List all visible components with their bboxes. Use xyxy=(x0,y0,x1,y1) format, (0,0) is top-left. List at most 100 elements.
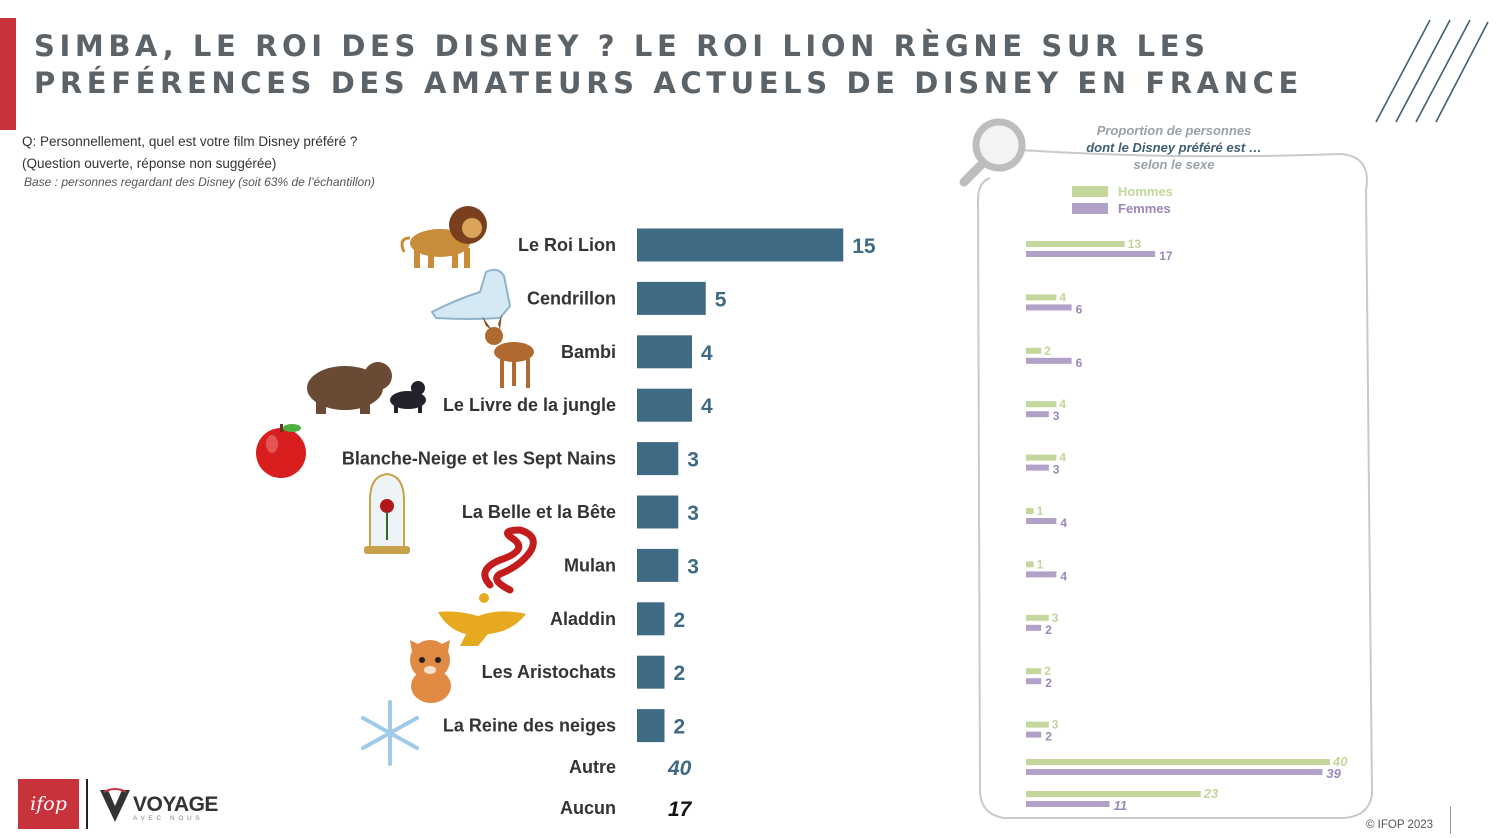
bar-les-aristochats xyxy=(637,655,665,689)
men-value-la-reine-des-neiges: 3 xyxy=(1052,718,1059,732)
women-bar-la-belle-et-la-bete xyxy=(1026,518,1057,524)
bar-aladdin xyxy=(637,602,665,636)
bar-value-la-reine-des-neiges: 2 xyxy=(674,716,686,739)
bar-value-la-belle-et-la-bete: 3 xyxy=(687,502,699,525)
women-value-le-livre-de-la-jungle: 3 xyxy=(1053,409,1060,423)
men-bar-les-aristochats xyxy=(1026,668,1042,675)
voyage-logo-icon xyxy=(100,788,130,822)
bar-value-cendrillon: 5 xyxy=(715,288,727,311)
lion-icon xyxy=(400,206,487,268)
title-line-2: PRÉFÉRENCES DES AMATEURS ACTUELS DE DISN… xyxy=(34,66,1303,100)
men-value-le-livre-de-la-jungle: 4 xyxy=(1059,397,1066,411)
women-bar-aladdin xyxy=(1026,624,1042,631)
bar-blanche-neige-et-les-sept-nains xyxy=(637,442,679,476)
side-header-line-1: Proportion de personnes xyxy=(1096,123,1252,138)
magnifier-icon xyxy=(959,118,1026,187)
men-bar-cendrillon xyxy=(1026,294,1057,301)
bar-la-reine-des-neiges xyxy=(637,709,665,743)
gender-legend: Hommes Femmes xyxy=(1072,183,1173,217)
men-bar-la-belle-et-la-bete xyxy=(1026,508,1034,514)
bar-label-aladdin: Aladdin xyxy=(550,609,616,629)
side-header-line-2: dont le Disney préféré est … xyxy=(1086,140,1262,155)
sample-base: Base : personnes regardant des Disney (s… xyxy=(24,175,375,189)
snowflake-icon xyxy=(361,700,419,766)
copyright-divider xyxy=(1450,806,1451,834)
bar-label-le-livre-de-la-jungle: Le Livre de la jungle xyxy=(443,395,616,415)
bar-label-mulan: Mulan xyxy=(564,555,616,575)
women-bar-bambi xyxy=(1026,357,1072,364)
page-title: SIMBA, LE ROI DES DISNEY ? LE ROI LION R… xyxy=(34,28,1303,102)
women-bar-aucun xyxy=(1026,801,1110,807)
women-bar-blanche-neige-et-les-sept-nains xyxy=(1026,464,1049,471)
women-bar-cendrillon xyxy=(1026,304,1072,311)
bar-value-mulan: 3 xyxy=(687,555,699,578)
women-bar-le-roi-lion xyxy=(1026,251,1156,257)
bar-label-la-reine-des-neiges: La Reine des neiges xyxy=(443,716,616,736)
men-value-aladdin: 3 xyxy=(1052,611,1059,625)
bar-label-le-roi-lion: Le Roi Lion xyxy=(518,235,616,255)
legend-swatch-men xyxy=(1072,186,1108,197)
other-label-aucun: Aucun xyxy=(560,798,616,818)
women-bar-autre xyxy=(1026,769,1323,775)
hatch-decoration-icon xyxy=(1375,19,1489,123)
legend-item-men: Hommes xyxy=(1072,183,1173,200)
legend-label-women: Femmes xyxy=(1118,201,1171,216)
women-value-bambi: 6 xyxy=(1076,356,1083,370)
women-value-le-roi-lion: 17 xyxy=(1159,249,1173,263)
men-value-cendrillon: 4 xyxy=(1059,290,1066,304)
bar-mulan xyxy=(637,548,679,582)
men-bar-aladdin xyxy=(1026,614,1049,621)
bar-label-blanche-neige-et-les-sept-nains: Blanche-Neige et les Sept Nains xyxy=(342,449,616,469)
men-bar-le-roi-lion xyxy=(1026,241,1125,247)
men-value-autre: 40 xyxy=(1332,754,1348,769)
question-block: Q: Personnellement, quel est votre film … xyxy=(22,131,357,175)
other-value-autre: 40 xyxy=(667,757,692,780)
men-bar-le-livre-de-la-jungle xyxy=(1026,401,1057,408)
bar-value-blanche-neige-et-les-sept-nains: 3 xyxy=(687,449,699,472)
women-value-blanche-neige-et-les-sept-nains: 3 xyxy=(1053,463,1060,477)
women-value-autre: 39 xyxy=(1326,766,1341,781)
men-bar-blanche-neige-et-les-sept-nains xyxy=(1026,454,1057,461)
fawn-icon xyxy=(482,314,534,388)
men-bar-mulan xyxy=(1026,561,1034,568)
women-value-la-reine-des-neiges: 2 xyxy=(1045,730,1052,744)
men-value-le-roi-lion: 13 xyxy=(1128,237,1142,251)
bar-label-cendrillon: Cendrillon xyxy=(527,288,616,308)
women-value-les-aristochats: 2 xyxy=(1045,676,1052,690)
legend-swatch-women xyxy=(1072,203,1108,214)
bar-label-les-aristochats: Les Aristochats xyxy=(482,662,616,682)
voyage-logo-text: VOYAGE xyxy=(133,793,218,816)
bar-value-aladdin: 2 xyxy=(674,609,686,632)
question-text: Q: Personnellement, quel est votre film … xyxy=(22,134,358,149)
men-value-la-belle-et-la-bete: 1 xyxy=(1037,504,1044,518)
men-value-blanche-neige-et-les-sept-nains: 4 xyxy=(1059,451,1066,465)
accent-bar xyxy=(0,18,16,130)
bar-label-la-belle-et-la-bete: La Belle et la Bête xyxy=(462,502,616,522)
bar-value-les-aristochats: 2 xyxy=(674,662,686,685)
kitten-icon xyxy=(410,640,451,703)
men-bar-bambi xyxy=(1026,347,1042,354)
men-value-les-aristochats: 2 xyxy=(1044,664,1051,678)
side-panel-header: Proportion de personnes dont le Disney p… xyxy=(1060,122,1288,173)
other-label-autre: Autre xyxy=(569,757,616,777)
logo-divider xyxy=(86,779,88,829)
women-value-mulan: 4 xyxy=(1060,569,1067,583)
women-value-la-belle-et-la-bete: 4 xyxy=(1060,516,1067,530)
women-value-aucun: 11 xyxy=(1114,798,1128,813)
question-note: (Question ouverte, réponse non suggérée) xyxy=(22,156,277,171)
voyage-logo-subtitle: AVEC NOUS xyxy=(133,815,204,822)
magic-lamp-icon xyxy=(438,593,526,646)
bar-bambi xyxy=(637,335,692,369)
bar-label-bambi: Bambi xyxy=(561,342,616,362)
men-value-mulan: 1 xyxy=(1037,557,1044,571)
dragon-icon xyxy=(481,526,537,594)
bear-panther-icon xyxy=(307,362,426,414)
men-value-bambi: 2 xyxy=(1044,344,1051,358)
bar-value-bambi: 4 xyxy=(701,342,713,365)
bar-le-livre-de-la-jungle xyxy=(637,388,692,422)
women-bar-le-livre-de-la-jungle xyxy=(1026,411,1049,418)
other-value-aucun: 17 xyxy=(668,798,693,821)
women-bar-les-aristochats xyxy=(1026,678,1042,685)
men-bar-aucun xyxy=(1026,791,1201,797)
